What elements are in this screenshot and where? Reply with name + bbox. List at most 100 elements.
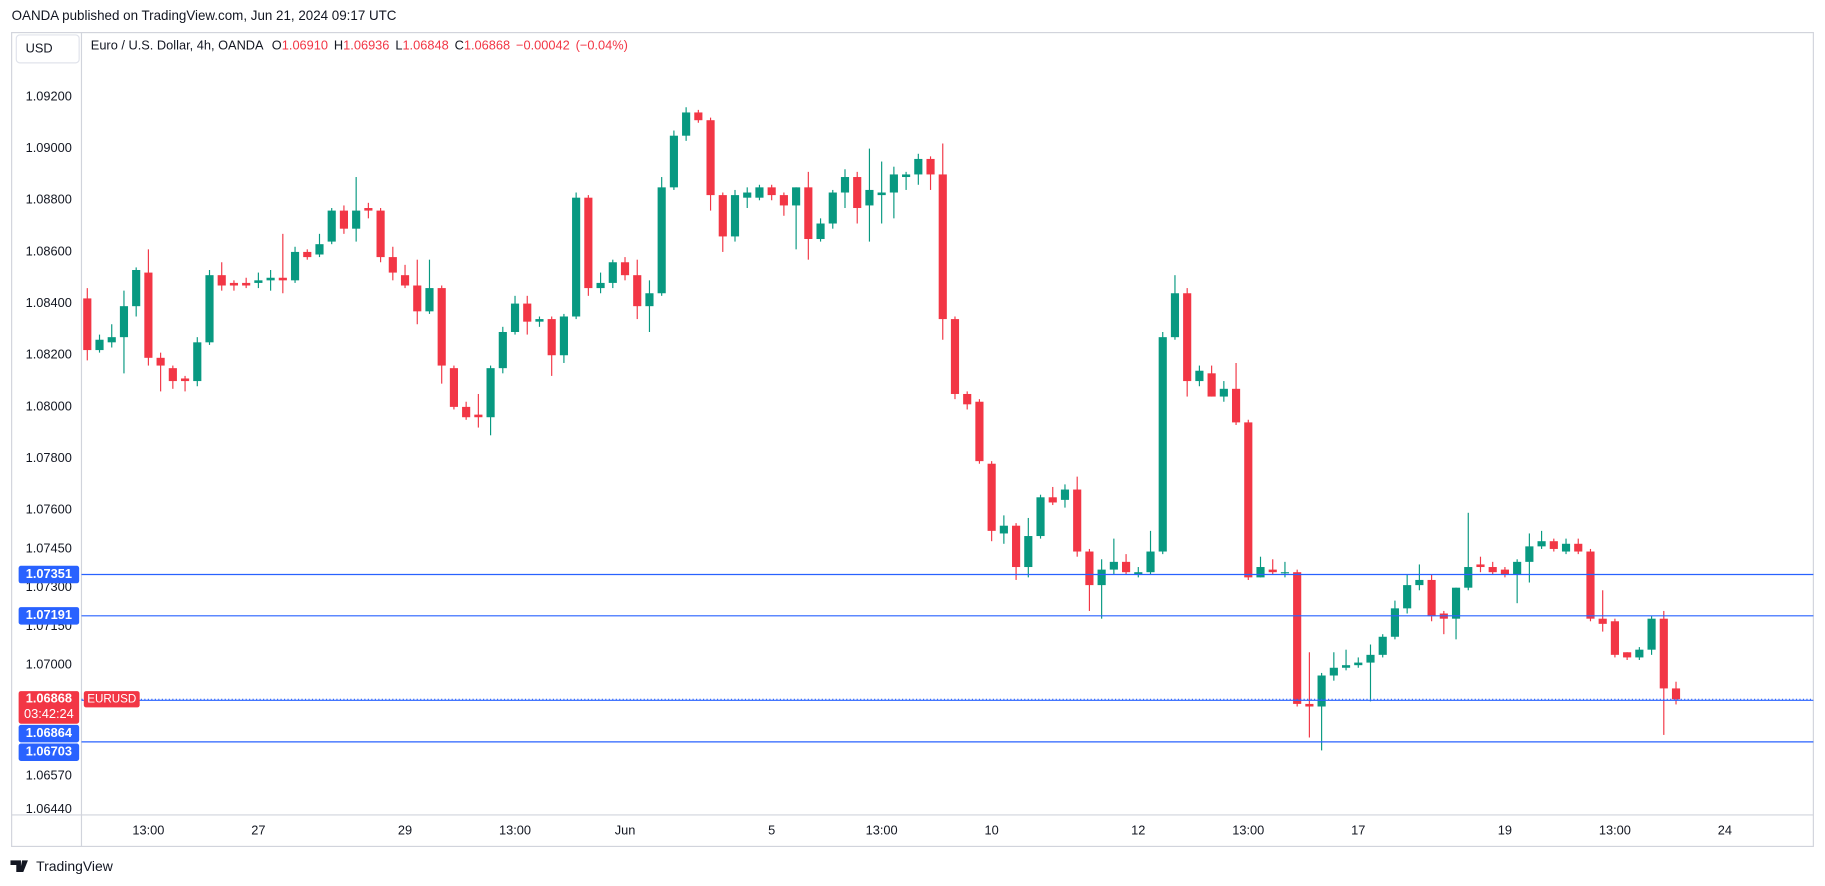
price-axis: 1.09200 1.09000 1.08800 1.08600 1.08400 1.082… bbox=[26, 88, 72, 815]
candle-body bbox=[877, 192, 886, 196]
candle-body bbox=[816, 223, 825, 240]
candle-body bbox=[694, 112, 703, 121]
candle-body bbox=[853, 177, 862, 209]
candle-body bbox=[1647, 618, 1656, 650]
change-pct: (−0.04%) bbox=[576, 38, 628, 53]
candle-body bbox=[1500, 569, 1510, 575]
candle-body bbox=[266, 277, 275, 281]
candle-body bbox=[1158, 337, 1167, 552]
current-price-label: 1.06868 bbox=[26, 691, 72, 706]
candle-body bbox=[1097, 569, 1106, 586]
candle-body bbox=[1244, 422, 1253, 578]
candle-body bbox=[1268, 569, 1277, 573]
candle-body bbox=[462, 406, 471, 418]
candle-body bbox=[1317, 675, 1326, 707]
candle-body bbox=[1280, 572, 1290, 574]
symbol-box bbox=[83, 691, 140, 708]
candle-body bbox=[657, 187, 666, 294]
candle-body bbox=[1012, 525, 1021, 568]
candle-body bbox=[474, 414, 483, 418]
candle-body bbox=[95, 339, 104, 351]
candle-body bbox=[1659, 618, 1668, 689]
y-tick-label: 1.08200 bbox=[26, 347, 72, 362]
candle-body bbox=[572, 197, 581, 317]
candle-body bbox=[1635, 649, 1644, 658]
x-tick-label: 13:00 bbox=[1232, 823, 1264, 838]
candle-body bbox=[339, 210, 349, 229]
legend-value: 1.06868 bbox=[464, 38, 510, 53]
candle-body bbox=[1671, 688, 1681, 700]
candle-body bbox=[1610, 621, 1619, 655]
candle-body bbox=[804, 187, 813, 240]
candle-body bbox=[180, 378, 190, 382]
symbol-label: EURUSD bbox=[87, 692, 136, 705]
x-tick-label: 13:00 bbox=[1599, 823, 1631, 838]
candle-body bbox=[1293, 572, 1302, 704]
candle-body bbox=[1207, 373, 1216, 397]
candle-body bbox=[1085, 551, 1094, 586]
candle-body bbox=[1476, 564, 1485, 568]
candle-body bbox=[217, 275, 226, 286]
price-label: 1.07191 bbox=[26, 607, 72, 622]
candle-body bbox=[1415, 579, 1424, 586]
legend-value: 1.06848 bbox=[402, 38, 448, 53]
x-tick-label: 17 bbox=[1351, 823, 1365, 838]
currency-button[interactable] bbox=[15, 34, 80, 64]
candle-body bbox=[290, 251, 300, 281]
price-label-box bbox=[18, 724, 80, 743]
candle-body bbox=[1256, 567, 1265, 578]
candle-body bbox=[1537, 541, 1546, 547]
candle-body bbox=[1122, 561, 1131, 573]
x-tick-label: 13:00 bbox=[499, 823, 531, 838]
candle-body bbox=[498, 331, 507, 369]
candle-body bbox=[1574, 543, 1583, 552]
x-tick-label: 27 bbox=[251, 823, 265, 838]
candle-body bbox=[608, 262, 617, 283]
logo bbox=[10, 860, 28, 873]
candle-body bbox=[523, 303, 532, 322]
x-tick-label: Jun bbox=[615, 823, 636, 838]
candle-body bbox=[1134, 572, 1143, 575]
candle-body bbox=[1598, 618, 1607, 624]
legend-key: H bbox=[334, 38, 343, 53]
candle-body bbox=[1561, 543, 1571, 552]
candle-body bbox=[1464, 567, 1473, 588]
candle-body bbox=[559, 316, 568, 356]
candle-body bbox=[156, 357, 165, 366]
candle-body bbox=[669, 135, 678, 188]
currency[interactable]: USD bbox=[26, 40, 53, 55]
publisher: OANDA published on TradingView.com, Jun … bbox=[12, 8, 397, 23]
candle-body bbox=[792, 187, 801, 206]
y-tick-label: 1.06570 bbox=[26, 768, 72, 783]
candle-body bbox=[449, 368, 458, 407]
candle-body bbox=[1048, 497, 1057, 503]
candle-body bbox=[633, 275, 642, 307]
candle-body bbox=[1354, 662, 1363, 666]
candle-body bbox=[437, 288, 446, 366]
y-tick-label: 1.07450 bbox=[26, 540, 72, 555]
legend-value: 1.06936 bbox=[343, 38, 389, 53]
legend-key: O bbox=[272, 38, 282, 53]
candle-body bbox=[963, 393, 972, 405]
candle-body bbox=[584, 197, 593, 289]
candle-body bbox=[743, 192, 752, 198]
candle-body bbox=[1183, 293, 1192, 382]
candle-body bbox=[975, 401, 984, 462]
legend: Euro / U.S. Dollar, 4h, OANDA O1.06910 H… bbox=[91, 38, 628, 53]
candle-body bbox=[1549, 541, 1558, 549]
candle-body bbox=[1195, 370, 1204, 382]
price-label: 1.06703 bbox=[26, 744, 72, 759]
candle-body bbox=[1488, 567, 1497, 573]
candle-body bbox=[535, 319, 544, 322]
candle-body bbox=[1403, 585, 1412, 609]
candle-body bbox=[1341, 665, 1351, 668]
y-tick-label: 1.09200 bbox=[26, 88, 72, 103]
x-tick-label: 10 bbox=[985, 823, 999, 838]
candle-body bbox=[1525, 546, 1534, 562]
y-tick-label: 1.08800 bbox=[26, 192, 72, 207]
candle-body bbox=[914, 158, 923, 175]
candle-body bbox=[242, 282, 251, 286]
candle-body bbox=[1146, 551, 1155, 573]
